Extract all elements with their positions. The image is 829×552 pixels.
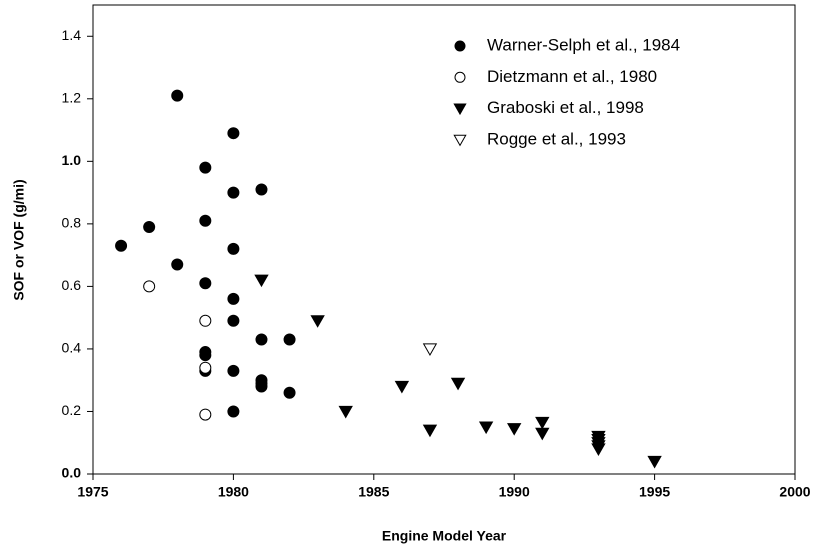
point xyxy=(199,349,212,362)
point xyxy=(227,314,240,327)
point xyxy=(338,405,353,419)
point xyxy=(227,186,240,199)
point xyxy=(535,416,550,430)
point xyxy=(422,343,438,356)
point xyxy=(283,386,296,399)
x-tick-label: 1985 xyxy=(358,484,389,500)
point xyxy=(227,127,240,140)
point xyxy=(227,405,240,418)
point xyxy=(255,380,268,393)
y-tick-label: 0.0 xyxy=(62,465,82,481)
point xyxy=(227,242,240,255)
point xyxy=(227,364,240,377)
point xyxy=(171,258,184,271)
point xyxy=(254,274,269,288)
point xyxy=(143,280,156,293)
plot-frame xyxy=(92,4,796,475)
legend-marker xyxy=(453,134,467,147)
legend-label: Graboski et al., 1998 xyxy=(487,98,644,117)
legend-label: Warner-Selph et al., 1984 xyxy=(487,35,680,54)
point xyxy=(535,427,550,441)
y-axis-label: SOF or VOF (g/mi) xyxy=(11,179,27,300)
x-axis-label: Engine Model Year xyxy=(382,528,507,544)
point xyxy=(450,377,466,391)
y-tick-label: 1.2 xyxy=(62,90,82,106)
point xyxy=(478,421,494,435)
point xyxy=(143,220,156,233)
y-tick-label: 0.8 xyxy=(62,215,82,231)
point xyxy=(507,423,522,436)
x-tick-label: 1980 xyxy=(218,484,249,500)
point xyxy=(199,214,212,227)
y-tick-label: 0.2 xyxy=(62,402,82,418)
point xyxy=(199,314,212,327)
x-tick-label: 1990 xyxy=(499,484,530,500)
point xyxy=(199,408,212,421)
point xyxy=(199,277,212,290)
point xyxy=(647,455,662,469)
point xyxy=(310,315,325,328)
x-tick-label: 2000 xyxy=(779,484,810,500)
y-tick-label: 0.6 xyxy=(62,277,82,293)
y-tick-label: 0.4 xyxy=(62,340,82,356)
point xyxy=(283,333,296,346)
point xyxy=(199,361,212,374)
point xyxy=(171,89,184,102)
y-tick-label: 1.4 xyxy=(62,27,82,43)
point xyxy=(255,183,268,196)
point xyxy=(199,161,212,174)
legend-marker xyxy=(453,103,467,116)
x-tick-label: 1975 xyxy=(77,484,108,500)
y-tick-label: 1.0 xyxy=(62,152,82,168)
point xyxy=(227,292,240,305)
point xyxy=(255,333,268,346)
legend-label: Dietzmann et al., 1980 xyxy=(487,67,657,86)
legend-marker xyxy=(454,40,466,52)
point xyxy=(422,424,438,438)
legend-label: Rogge et al., 1993 xyxy=(487,129,626,148)
x-tick-label: 1995 xyxy=(639,484,670,500)
legend-marker xyxy=(454,71,466,83)
point xyxy=(394,380,410,394)
point xyxy=(115,239,128,252)
point xyxy=(591,443,606,457)
